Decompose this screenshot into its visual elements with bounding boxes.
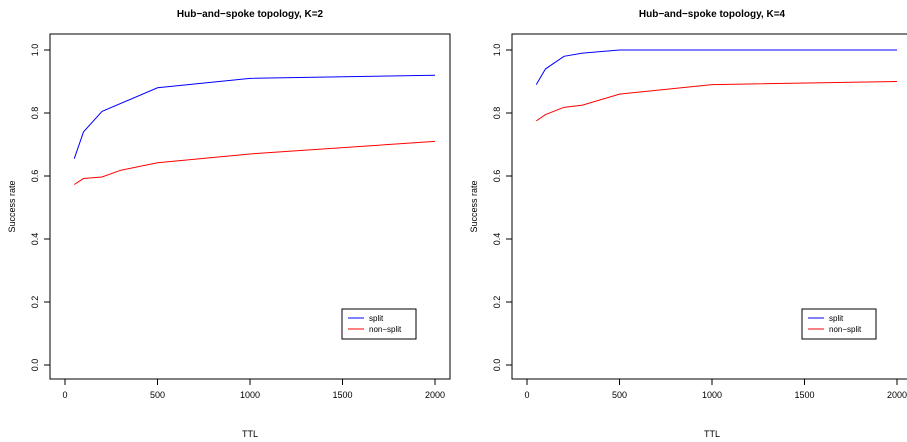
chart1-legend: split non−split: [341, 308, 417, 340]
chart2-x-tick-label-0: 0: [524, 390, 529, 400]
chart1-x-axis-label: TTL: [242, 429, 258, 439]
chart1-x-tick-label-2000: 2000: [425, 390, 445, 400]
chart1-x-tick-label-1000: 1000: [240, 390, 260, 400]
chart2-y-tick-label-1.0: 1.0: [492, 44, 502, 57]
chart2-x-tick-label-1000: 1000: [702, 390, 722, 400]
chart1-y-tick-label-0.6: 0.6: [30, 170, 40, 183]
chart1-legend-label-non-split: non−split: [369, 325, 402, 334]
chart2-legend: split non−split: [801, 308, 877, 340]
chart1-x-tick-label-0: 0: [62, 390, 67, 400]
chart2-legend-label-non-split: non−split: [829, 325, 862, 334]
chart2-y-tick-label-0.6: 0.6: [492, 170, 502, 183]
chart2-series-line-non-split: [535, 81, 898, 122]
chart2-y-tick-label-0.2: 0.2: [492, 296, 502, 309]
chart1-series-line-non-split: [73, 140, 436, 185]
chart2-legend-box: [801, 308, 877, 340]
chart2-x-axis-label: TTL: [704, 429, 720, 439]
chart1-series-line-split: [73, 74, 436, 159]
chart2-x-tick-label-500: 500: [612, 390, 627, 400]
chart1-legend-box: [341, 308, 417, 340]
chart2-legend-label-split: split: [829, 314, 844, 323]
chart1-legend-label-split: split: [369, 314, 384, 323]
chart1-title: Hub−and−spoke topology, K=2: [177, 9, 324, 20]
chart2-y-tick-label-0.0: 0.0: [492, 359, 502, 372]
chart1-y-tick-label-0.8: 0.8: [30, 107, 40, 120]
chart1-x-tick-label-500: 500: [150, 390, 165, 400]
chart2-x-tick-label-1500: 1500: [794, 390, 814, 400]
chart2-x-tick-label-2000: 2000: [887, 390, 907, 400]
chart1-y-axis-label: Success rate: [7, 180, 17, 232]
chart2-y-axis-label: Success rate: [469, 180, 479, 232]
chart2-plot: Hub−and−spoke topology, K=4 0 500 1000 1500 2…: [469, 9, 907, 439]
chart1-plot: Hub−and−spoke topology, K=2 0 500 1000 1500 2…: [7, 9, 451, 439]
chart1-x-tick-label-1500: 1500: [332, 390, 352, 400]
chart1-y-tick-label-1.0: 1.0: [30, 44, 40, 57]
chart1-y-tick-label-0.4: 0.4: [30, 233, 40, 246]
chart1-y-tick-label-0.0: 0.0: [30, 359, 40, 372]
chart1-y-tick-label-0.2: 0.2: [30, 296, 40, 309]
chart2-series-line-split: [535, 49, 897, 85]
chart2-title: Hub−and−spoke topology, K=4: [639, 9, 786, 20]
chart2-y-tick-label-0.4: 0.4: [492, 233, 502, 246]
chart2-y-tick-label-0.8: 0.8: [492, 107, 502, 120]
